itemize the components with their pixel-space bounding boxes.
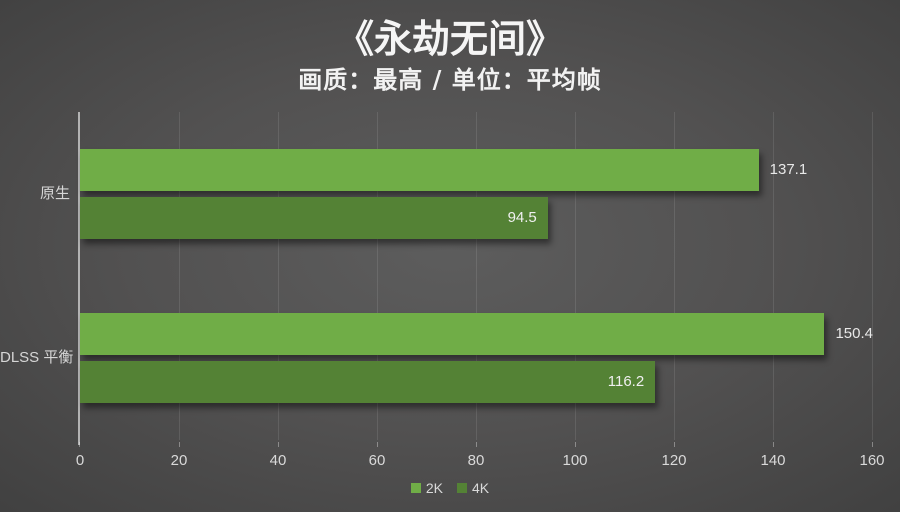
axis-tick xyxy=(575,442,576,447)
bar-4k-原生 xyxy=(80,197,548,239)
bar-2k-原生 xyxy=(80,149,759,191)
bar-value-label: 94.5 xyxy=(507,209,537,226)
chart-subtitle: 画质：最高 / 单位：平均帧 xyxy=(298,65,602,94)
axis-tick-label: 100 xyxy=(562,452,588,469)
plot-area: 0 20 40 60 80 100 120 140 160 原生 137.1 94.5 DLSS 平衡 1… xyxy=(0,112,885,469)
gridline xyxy=(872,112,873,440)
gridline xyxy=(377,112,378,440)
axis-tick-label: 20 xyxy=(170,452,188,469)
bar-2k-DLSS 平衡 xyxy=(80,313,825,355)
axis-tick xyxy=(674,442,675,447)
gridline xyxy=(674,112,675,440)
bar-value-label: 150.4 xyxy=(835,325,874,342)
axis-tick-label: 120 xyxy=(661,452,687,469)
axis-tick xyxy=(79,442,80,447)
category-label: DLSS 平衡 xyxy=(0,349,74,366)
gridline xyxy=(278,112,279,440)
axis-tick-label: 40 xyxy=(269,452,287,469)
legend-swatch-icon xyxy=(457,483,467,493)
axis-tick xyxy=(377,442,378,447)
y-axis-line xyxy=(78,112,80,445)
axis-tick-label: 0 xyxy=(75,452,85,469)
legend-item-2k: 2K xyxy=(410,480,443,496)
axis-tick-label: 60 xyxy=(368,452,386,469)
legend-label: 2K xyxy=(425,480,443,496)
bar-value-label: 116.2 xyxy=(607,373,645,390)
bar-value-label: 137.1 xyxy=(769,161,808,178)
chart-title: 《永劫无间》 xyxy=(335,16,564,61)
gridline xyxy=(476,112,477,440)
axis-tick xyxy=(476,442,477,447)
axis-tick xyxy=(872,442,873,447)
gridline xyxy=(575,112,576,440)
axis-tick-label: 80 xyxy=(467,452,485,469)
category-label: 原生 xyxy=(39,185,70,202)
legend-item-4k: 4K xyxy=(457,480,489,496)
axis-tick xyxy=(773,442,774,447)
legend: 2K 4K xyxy=(0,480,900,496)
axis-tick xyxy=(179,442,180,447)
gridline xyxy=(773,112,774,440)
legend-label: 4K xyxy=(472,480,490,496)
gridline xyxy=(179,112,180,440)
bar-4k-DLSS 平衡 xyxy=(80,361,656,403)
axis-tick xyxy=(278,442,279,447)
axis-tick-label: 140 xyxy=(760,452,786,469)
axis-tick-label: 160 xyxy=(859,452,885,469)
legend-swatch-icon xyxy=(410,483,421,493)
